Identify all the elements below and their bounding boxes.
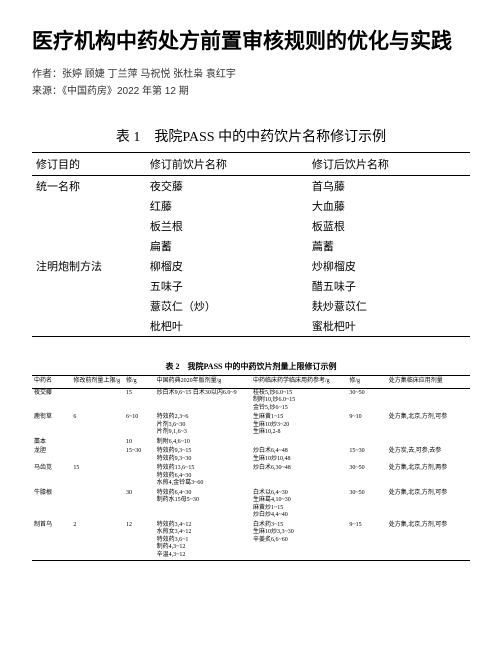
- table1-header: 修订前饮片名称: [146, 153, 308, 176]
- table2-header: 处方集临床应用剂量: [387, 376, 470, 389]
- table2-cell: 15~30: [124, 447, 155, 464]
- meta-block: 作者：张婷 顾婕 丁兰萍 马祝悦 张杜枭 袁红宇 来源：《中国药房》2022 年…: [32, 66, 470, 100]
- table2-cell: 制附6,4,6~10: [155, 438, 251, 448]
- table2-cell: [124, 464, 155, 489]
- table2-cell: 制首乌: [32, 521, 71, 561]
- table2-cell: 6~10: [124, 413, 155, 438]
- table2-cell: 白术以6,4~30生麻葛4,10~30麻黄炒1~15炒白炒4,4~40: [251, 489, 347, 521]
- table1-cell: 红藤: [146, 196, 308, 216]
- table1: 修订目的 修订前饮片名称 修订后饮片名称 统一名称夜交藤首乌藤红藤大血藤板兰根板…: [32, 152, 470, 337]
- table2-cell: 马齿苋: [32, 464, 71, 489]
- table1-purpose-cell: 统一名称: [32, 176, 146, 197]
- table2-cell: 处方集,北京,方剂,可参: [387, 413, 470, 438]
- table2-cell: [251, 438, 347, 448]
- table2-cell: 桂枝5,炒6.0~15制附10,炒6.0~15金铃5,炒6~15: [251, 388, 347, 413]
- table1-purpose-cell: [32, 216, 146, 236]
- table1-cell: 首乌藤: [308, 176, 470, 197]
- table1-cell: 萹蓄: [308, 236, 470, 256]
- table1-purpose-cell: [32, 316, 146, 337]
- table1-purpose-cell: 注明炮制方法: [32, 256, 146, 276]
- table2-header: 修/g: [124, 376, 155, 389]
- table2-cell: 特效药3,4~12水煎女3,4~12特效药3,6~1制药4,3~12辛温4,3~…: [155, 521, 251, 561]
- table1-cell: 薏苡仁（炒）: [146, 296, 308, 316]
- table2-header: 中药临床药学临床用药参考/g: [251, 376, 347, 389]
- table2-section: 表 2 我院PASS 中的中药饮片剂量上限修订示例 中药名 修改前剂量上限/g …: [32, 361, 470, 561]
- table2-cell: 30~50: [347, 464, 386, 489]
- source: 《中国药房》2022 年第 12 期: [62, 86, 189, 97]
- authors-line: 作者：张婷 顾婕 丁兰萍 马祝悦 张杜枭 袁红宇: [32, 66, 470, 83]
- table2-cell: 藁本: [32, 438, 71, 448]
- table2-cell: 15~30: [347, 447, 386, 464]
- table1-cell: 大血藤: [308, 196, 470, 216]
- table1-header: 修订目的: [32, 153, 146, 176]
- table2-cell: 特效药2,3~6片剂3,6~30片剂9,1,6~3: [155, 413, 251, 438]
- table2-cell: 6: [71, 413, 124, 438]
- table2-cell: 生麻黄1~15生麻10炒3~20生麻10,2-8: [251, 413, 347, 438]
- table1-cell: 麸炒薏苡仁: [308, 296, 470, 316]
- table2-header: 中国药典2020年版剂量/g: [155, 376, 251, 389]
- table2-cell: [387, 438, 470, 448]
- table2-cell: 特效药13,6~15特效药6,4~30水煎4,金铃葛3~60: [155, 464, 251, 489]
- table2: 中药名 修改前剂量上限/g 修/g 中国药典2020年版剂量/g 中药临床药学临…: [32, 375, 470, 561]
- table1-purpose-cell: [32, 236, 146, 256]
- table1-purpose-cell: [32, 276, 146, 296]
- table1-cell: 醋五味子: [308, 276, 470, 296]
- authors-label: 作者：: [32, 69, 62, 80]
- table2-header: 修/g: [347, 376, 386, 389]
- table2-cell: 处方集,北京,方剂,可参: [387, 489, 470, 521]
- table2-caption: 表 2 我院PASS 中的中药饮片剂量上限修订示例: [32, 361, 470, 372]
- table2-cell: [347, 438, 386, 448]
- table1-purpose-cell: [32, 196, 146, 216]
- table1-cell: 柳榴皮: [146, 256, 308, 276]
- table2-cell: 炒白术6,30~48: [251, 464, 347, 489]
- table1-cell: 扁蓄: [146, 236, 308, 256]
- table2-cell: 龙胆: [32, 447, 71, 464]
- authors: 张婷 顾婕 丁兰萍 马祝悦 张杜枭 袁红宇: [62, 69, 236, 80]
- table1-cell: 板蓝根: [308, 216, 470, 236]
- table2-cell: 炒白术9,6~15 白术30以内6.0~9: [155, 388, 251, 413]
- page-title: 医疗机构中药处方前置审核规则的优化与实践: [32, 28, 470, 56]
- table2-cell: [71, 489, 124, 521]
- table2-cell: 9~10: [347, 413, 386, 438]
- table2-cell: 30~50: [347, 388, 386, 413]
- table2-header: 中药名: [32, 376, 71, 389]
- table2-cell: 特效药6,4~30制药水15母5~30: [155, 489, 251, 521]
- source-line: 来源：《中国药房》2022 年第 12 期: [32, 83, 470, 100]
- table2-cell: [71, 447, 124, 464]
- table2-cell: 夜交藤: [32, 388, 71, 413]
- table1-cell: 炒柳榴皮: [308, 256, 470, 276]
- table1-cell: 夜交藤: [146, 176, 308, 197]
- table2-cell: 30: [124, 489, 155, 521]
- table2-header: 修改前剂量上限/g: [71, 376, 124, 389]
- table1-cell: 蜜枇杷叶: [308, 316, 470, 337]
- table2-cell: 牛膝根: [32, 489, 71, 521]
- source-label: 来源：: [32, 86, 62, 97]
- table2-cell: [71, 438, 124, 448]
- table2-cell: 处方炭,去,可参,去参: [387, 447, 470, 464]
- table1-purpose-cell: [32, 296, 146, 316]
- table1-section: 表 1 我院PASS 中的中药饮片名称修订示例 修订目的 修订前饮片名称 修订后…: [32, 120, 470, 347]
- table2-cell: 9~15: [347, 521, 386, 561]
- table2-cell: 白术药3~15生麻10炒3,3~30辛姜炙6,6~60: [251, 521, 347, 561]
- table1-cell: 枇杷叶: [146, 316, 308, 337]
- table2-cell: [71, 388, 124, 413]
- table2-cell: 鹿衔草: [32, 413, 71, 438]
- table2-cell: 30~50: [347, 489, 386, 521]
- table2-cell: 炒白术6,4~48生麻10炒10,48: [251, 447, 347, 464]
- table2-cell: 12: [124, 521, 155, 561]
- table2-cell: 处方集,北京,方剂,两参: [387, 464, 470, 489]
- table2-cell: 15: [71, 464, 124, 489]
- table1-header: 修订后饮片名称: [308, 153, 470, 176]
- table2-cell: 10: [124, 438, 155, 448]
- table2-cell: 处方集,北京,方剂,可参: [387, 521, 470, 561]
- table2-cell: 特效药9,3~15特效药9,3~30: [155, 447, 251, 464]
- table1-caption: 表 1 我院PASS 中的中药饮片名称修订示例: [32, 126, 470, 146]
- table2-cell: 15: [124, 388, 155, 413]
- table2-cell: 2: [71, 521, 124, 561]
- table1-cell: 五味子: [146, 276, 308, 296]
- table1-cell: 板兰根: [146, 216, 308, 236]
- table2-cell: [387, 388, 470, 413]
